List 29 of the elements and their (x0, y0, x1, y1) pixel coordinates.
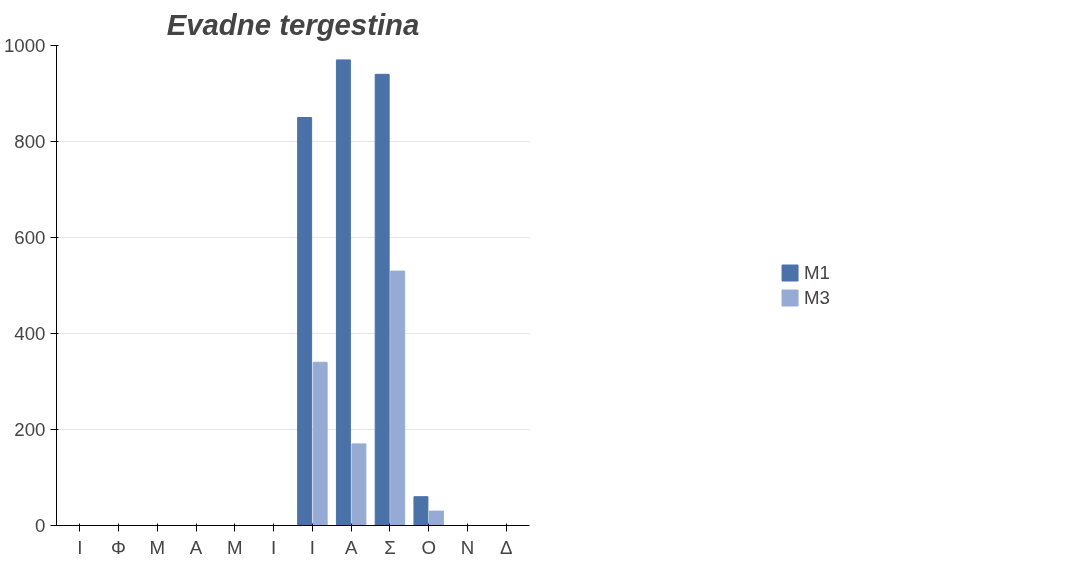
y-tick-label: 600 (14, 227, 46, 248)
x-tick-label: Ν (460, 536, 475, 558)
bar (428, 510, 444, 526)
x-tick-label: Α (189, 536, 203, 558)
x-tick-label: Δ (500, 536, 513, 558)
bar (312, 361, 328, 526)
bar (390, 270, 406, 526)
bar (374, 73, 390, 526)
x-tick-label: Φ (111, 536, 126, 558)
bar (297, 117, 313, 526)
x-tick-label: Ι (271, 536, 277, 558)
legend-label: M3 (804, 286, 830, 309)
x-tick-label: Α (344, 536, 358, 558)
y-tick-label: 800 (14, 131, 46, 152)
y-tick-label: 200 (14, 419, 46, 440)
bar (413, 496, 429, 526)
x-tick-label: Σ (384, 536, 396, 558)
chart-title: Evadne tergestina (166, 7, 420, 41)
y-tick-label: 1000 (4, 35, 46, 56)
x-tick-label: Ι (309, 536, 315, 558)
y-tick-label: 0 (35, 515, 46, 536)
bar (351, 443, 367, 526)
legend-label: M1 (804, 261, 830, 284)
y-tick-label: 400 (14, 323, 46, 344)
x-tick-label: Ο (421, 536, 436, 558)
bar (335, 59, 351, 526)
x-tick-label: Μ (149, 536, 166, 558)
x-tick-label: Ι (77, 536, 83, 558)
x-tick-label: Μ (227, 536, 243, 558)
